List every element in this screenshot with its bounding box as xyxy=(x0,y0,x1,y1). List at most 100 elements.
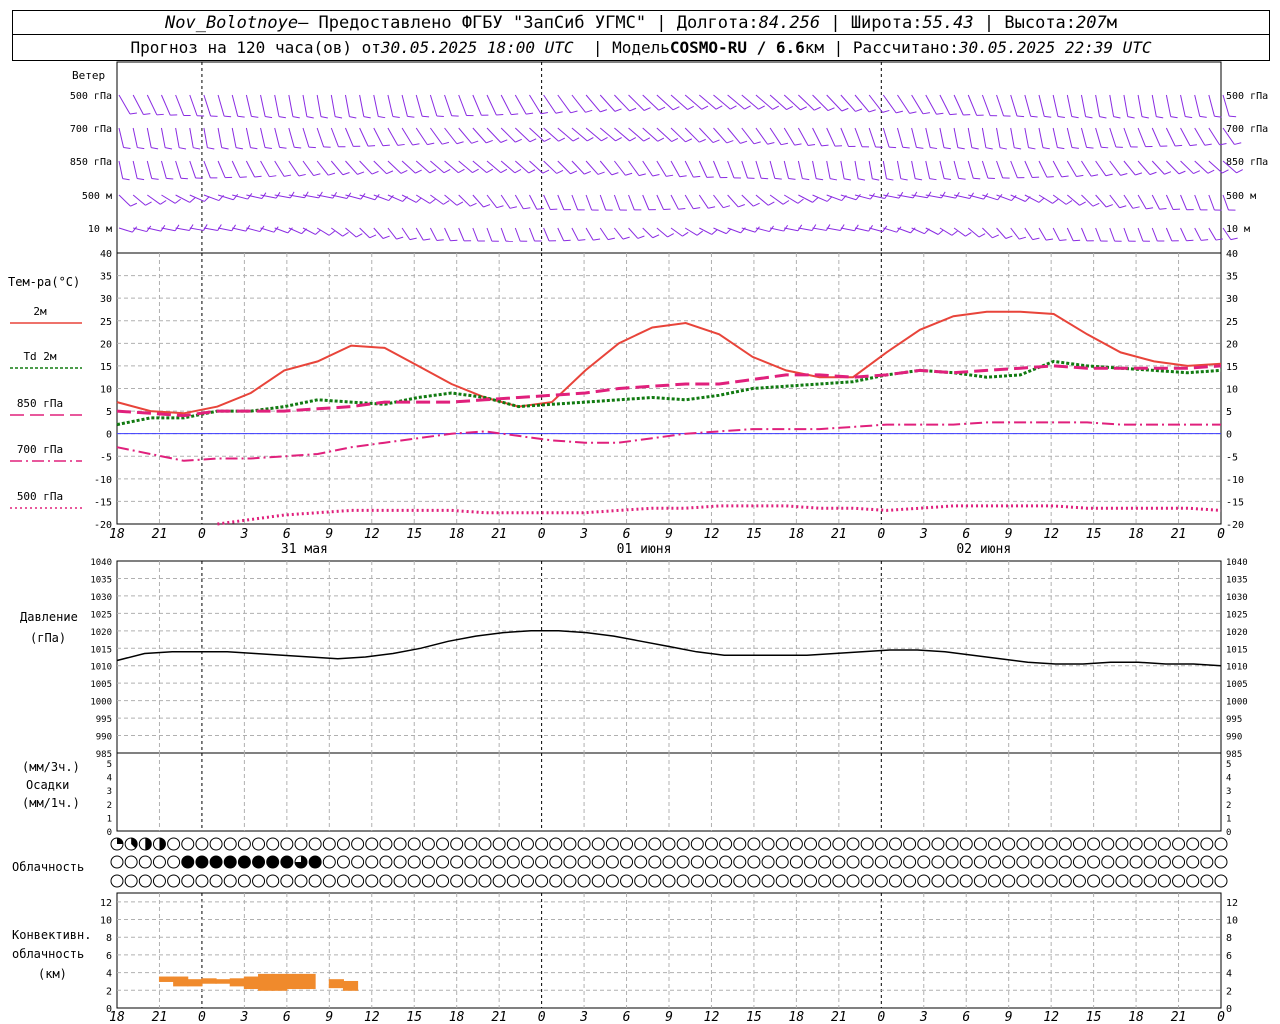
time-tick-bottom: 15 xyxy=(746,1010,762,1024)
wind-barb xyxy=(1194,127,1206,146)
wind-barb xyxy=(967,227,980,238)
wind-barb xyxy=(458,227,465,242)
cloud-high-symbol xyxy=(1200,837,1214,851)
cloud-low-symbol xyxy=(704,874,718,888)
wind-barb xyxy=(1095,160,1107,177)
wind-barb-feather xyxy=(415,169,422,174)
time-tick: 0 xyxy=(877,527,885,542)
wind-barb-feather xyxy=(978,233,986,238)
wind-barb xyxy=(996,194,1012,202)
wind-barb xyxy=(514,194,524,210)
wind-barb xyxy=(274,160,285,177)
wind-barb xyxy=(967,160,974,179)
wind-barb-feather xyxy=(872,178,880,181)
cloud-high-symbol xyxy=(1186,837,1200,851)
wind-level-label-right: 500 гПа xyxy=(1226,91,1268,102)
cloud-high-symbol xyxy=(690,837,704,851)
wind-barb xyxy=(529,194,538,210)
wind-barb-feather xyxy=(730,105,737,110)
wind-barb xyxy=(1024,194,1040,203)
wind-barb xyxy=(911,194,928,199)
cloud-high-symbol xyxy=(506,837,520,851)
pres-ytick: 1030 xyxy=(90,593,112,603)
wind-barb-feather xyxy=(342,172,350,176)
wind-barb-feather xyxy=(1005,235,1013,239)
wind-barb xyxy=(557,127,574,142)
temp-ytick-right: 5 xyxy=(1226,407,1232,418)
cloud-low-symbol xyxy=(973,874,987,888)
wind-barb xyxy=(217,194,234,201)
wind-barb-feather xyxy=(772,105,779,110)
wind-barb xyxy=(1081,160,1092,177)
cloud-low-symbol xyxy=(846,874,860,888)
wind-barb xyxy=(798,227,813,231)
wind-barb-feather xyxy=(217,224,222,231)
cloud-high-symbol xyxy=(704,837,718,851)
wind-barb xyxy=(543,94,557,114)
calc-label: Рассчитано: xyxy=(852,38,959,57)
cloud-mid-symbol xyxy=(379,855,393,869)
wind-barb-feather xyxy=(1079,201,1086,206)
wind-barb-feather xyxy=(509,206,517,209)
wind-barb-feather xyxy=(915,178,923,181)
wind-barb xyxy=(330,127,339,147)
wind-barb xyxy=(1066,194,1080,206)
temp-ytick: 30 xyxy=(100,294,112,305)
wind-barb-feather xyxy=(397,143,405,146)
wind-barb xyxy=(557,194,565,210)
wind-barb xyxy=(245,160,256,178)
wind-barb-feather xyxy=(279,146,287,149)
wind-barb-feather xyxy=(1204,143,1212,146)
wind-barb-feather xyxy=(290,191,295,199)
wind-barb xyxy=(344,94,350,117)
cloud-mid-symbol xyxy=(393,855,407,869)
wind-barb-feather xyxy=(165,147,173,150)
wind-barb xyxy=(883,194,900,199)
wind-barb-feather xyxy=(382,144,390,147)
cloud-low-symbol xyxy=(959,874,973,888)
wind-barb-feather xyxy=(469,202,477,207)
cloud-low-symbol xyxy=(336,874,350,888)
wind-barb xyxy=(727,160,735,179)
cloud-mid-symbol xyxy=(733,855,747,869)
cloud-high-symbol xyxy=(733,837,747,851)
cloud-mid-symbol xyxy=(577,855,591,869)
wind-barb-feather xyxy=(687,105,694,110)
wind-barb-feather xyxy=(1032,237,1040,241)
wind-barb-feather xyxy=(936,112,944,115)
wind-barb xyxy=(1109,227,1116,242)
time-tick-bottom: 12 xyxy=(704,1010,720,1024)
cloud-mid-symbol xyxy=(1157,855,1171,869)
cloud-high-symbol xyxy=(280,837,294,851)
wind-barb xyxy=(1194,160,1209,174)
wind-barb xyxy=(755,227,770,233)
precip-ytick: 5 xyxy=(107,760,112,770)
wind-barb xyxy=(161,194,176,204)
cloud-high-symbol xyxy=(365,837,379,851)
temp-ytick: 0 xyxy=(106,430,112,441)
time-tick: 3 xyxy=(579,527,588,542)
wind-barb-feather xyxy=(1019,236,1027,240)
wind-barb xyxy=(359,160,373,175)
cloud-high-symbol xyxy=(973,837,987,851)
cloud-high-symbol xyxy=(747,837,761,851)
wind-barb xyxy=(132,127,138,148)
wind-barb-feather xyxy=(682,231,689,237)
wind-barb-feather xyxy=(971,147,979,150)
legend-label: 850 гПа xyxy=(17,397,63,410)
wind-barb xyxy=(1010,160,1018,178)
wind-barb xyxy=(1166,160,1180,175)
cloud-high-symbol xyxy=(1143,837,1157,851)
wind-barb-feather xyxy=(145,201,152,206)
wind-barb-feather xyxy=(122,178,130,181)
wind-barb-feather xyxy=(611,172,619,176)
cloud-high-symbol xyxy=(648,837,662,851)
wind-barb xyxy=(670,127,686,143)
conv-ytick: 8 xyxy=(106,933,112,944)
conv-label-2: облачность xyxy=(12,947,84,961)
wind-barb xyxy=(231,160,241,178)
wind-barb-feather xyxy=(761,177,769,180)
wind-barb-feather xyxy=(1201,239,1209,241)
cloud-mid-symbol xyxy=(988,855,1002,869)
wind-barb-feather xyxy=(854,224,859,232)
